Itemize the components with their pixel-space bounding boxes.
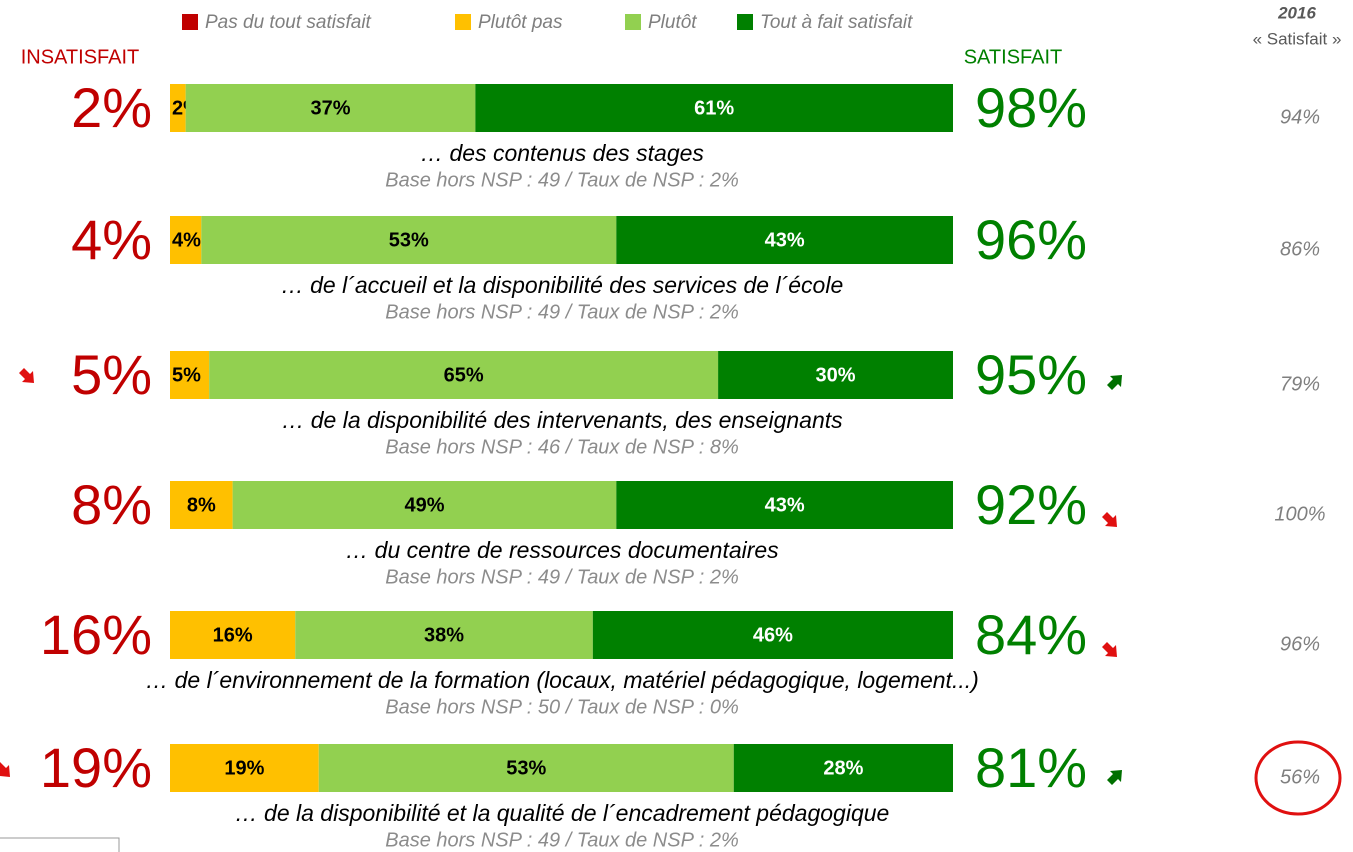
bar-segment [318, 744, 734, 792]
bar-segment [170, 84, 186, 132]
bar-segment [616, 216, 953, 264]
legend-swatch [455, 14, 471, 30]
insatisfait-total: 16% [40, 603, 152, 666]
bar-segment [616, 481, 953, 529]
segment-label: 16% [213, 624, 253, 646]
bar-segment [733, 744, 953, 792]
bar-segment [475, 84, 953, 132]
segment-label: 43% [765, 494, 805, 516]
legend-label: Pas du tout satisfait [205, 12, 372, 33]
row-label: … de l´environnement de la formation (lo… [145, 667, 979, 693]
segment-label: 65% [444, 364, 484, 386]
insatisfait-total: 2% [71, 76, 152, 139]
row-base: Base hors NSP : 49 / Taux de NSP : 2% [385, 169, 739, 191]
insatisfait-total: 19% [40, 736, 152, 799]
segment-label: 4% [172, 229, 201, 251]
satisfait-total: 96% [975, 208, 1087, 271]
arrow-up [1107, 770, 1122, 785]
segment-label: 28% [823, 757, 863, 779]
frame [0, 837, 120, 852]
segment-label: 38% [424, 624, 464, 646]
satisfait-total: 92% [975, 473, 1087, 536]
segment-label: 37% [310, 97, 350, 119]
legend-label: Tout à fait satisfait [760, 12, 913, 33]
arrow-down [1102, 642, 1117, 657]
row-label: … de l´accueil et la disponibilité des s… [281, 272, 844, 298]
segment-label: 49% [404, 494, 444, 516]
bar-segment [201, 216, 617, 264]
bar-segment [209, 351, 719, 399]
segment-label: 53% [506, 757, 546, 779]
legend-swatch [182, 14, 198, 30]
bar-segment [170, 744, 319, 792]
bar-segment [592, 611, 953, 659]
insatisfait-total: 5% [71, 343, 152, 406]
bar-segment [185, 84, 476, 132]
segment-label: 5% [172, 364, 201, 386]
row-label: … de la disponibilité des intervenants, … [281, 407, 843, 433]
segment-label: 46% [753, 624, 793, 646]
compare-header: 2016 [1277, 3, 1316, 22]
satisfait-total: 81% [975, 736, 1087, 799]
compare-value: 79% [1280, 373, 1320, 395]
bar-segment [170, 611, 296, 659]
legend-swatch [625, 14, 641, 30]
arrow-down [1102, 512, 1117, 527]
bar-segment [170, 481, 233, 529]
legend-swatch [737, 14, 753, 30]
compare-value: 56% [1280, 766, 1320, 788]
arrow-up [1107, 375, 1122, 390]
compare-value: 100% [1274, 503, 1325, 525]
row-base: Base hors NSP : 49 / Taux de NSP : 2% [385, 301, 739, 323]
right-header: SATISFAIT [964, 46, 1063, 68]
insatisfait-total: 4% [71, 208, 152, 271]
left-header: INSATISFAIT [21, 46, 140, 68]
highlight-circle [1254, 740, 1342, 816]
row-label: … de la disponibilité et la qualité de l… [235, 800, 890, 826]
compare-value: 94% [1280, 106, 1320, 128]
row-base: Base hors NSP : 50 / Taux de NSP : 0% [385, 696, 739, 718]
compare-subheader: « Satisfait » [1253, 29, 1342, 48]
bar-segment [295, 611, 593, 659]
segment-label: 30% [816, 364, 856, 386]
bar-segment [170, 216, 202, 264]
arrow-down [0, 762, 10, 777]
segment-label: 8% [187, 494, 216, 516]
legend-label: Plutôt [648, 12, 697, 33]
bar-segment [170, 351, 210, 399]
row-base: Base hors NSP : 49 / Taux de NSP : 2% [385, 566, 739, 588]
row-label: … des contenus des stages [420, 140, 704, 166]
satisfait-total: 84% [975, 603, 1087, 666]
bar-segment [718, 351, 953, 399]
legend-label: Plutôt pas [478, 12, 563, 33]
row-label: … du centre de ressources documentaires [345, 537, 779, 563]
segment-label: 53% [389, 229, 429, 251]
satisfait-total: 95% [975, 343, 1087, 406]
row-base: Base hors NSP : 46 / Taux de NSP : 8% [385, 436, 739, 458]
row-base: Base hors NSP : 49 / Taux de NSP : 2% [385, 829, 739, 851]
segment-label: 43% [765, 229, 805, 251]
segment-label: 19% [224, 757, 264, 779]
compare-value: 96% [1280, 633, 1320, 655]
arrow-down [19, 368, 34, 383]
insatisfait-total: 8% [71, 473, 152, 536]
bar-segment [232, 481, 617, 529]
segment-label: 61% [694, 97, 734, 119]
compare-value: 86% [1280, 238, 1320, 260]
satisfait-total: 98% [975, 76, 1087, 139]
